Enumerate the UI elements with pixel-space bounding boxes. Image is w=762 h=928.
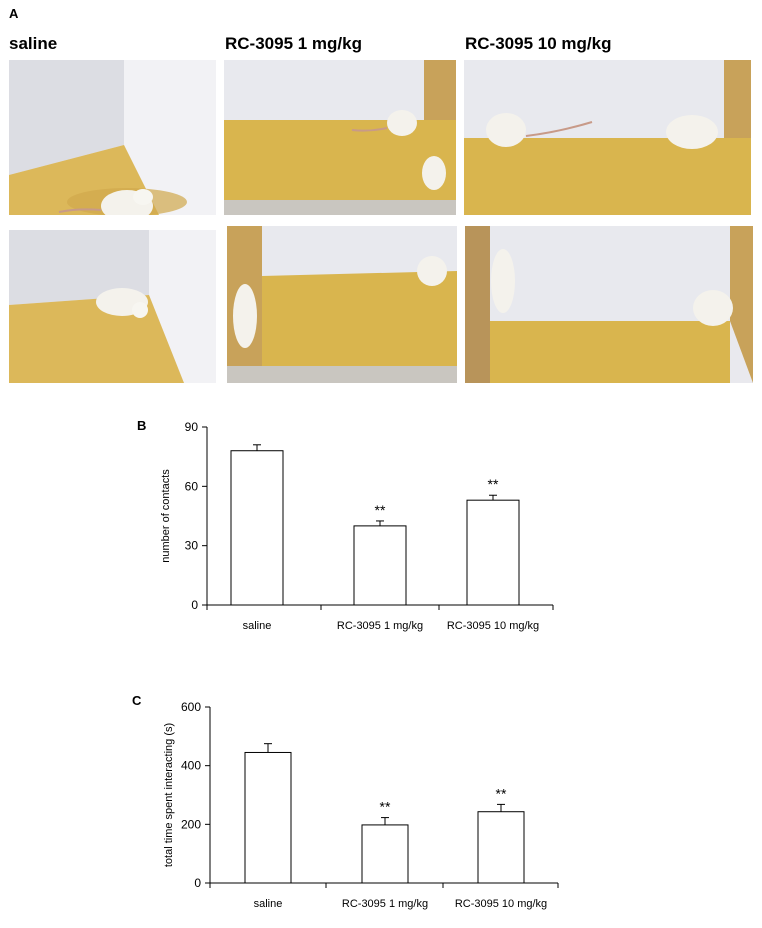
- chart-c-bar: [244, 751, 292, 884]
- photo-rc3095-1mg-1: [224, 60, 456, 215]
- group-label-saline: saline: [9, 34, 58, 53]
- chart-b-bar: [230, 450, 284, 606]
- chart-c-y-tick-label: 600: [181, 700, 201, 714]
- chart-b-category-label: RC-3095 1 mg/kg: [337, 620, 423, 632]
- photo-saline-1: [9, 60, 216, 215]
- chart-b-significance-label: **: [488, 476, 499, 492]
- chart-b-significance-label: **: [375, 502, 386, 518]
- panel-a-letter: A: [9, 6, 19, 21]
- photo-rc3095-10mg-2: [465, 226, 753, 383]
- chart-b-y-tick-label: 30: [185, 539, 199, 553]
- chart-b-bar: [466, 499, 520, 606]
- photo-saline-2: [9, 230, 216, 383]
- chart-b-y-tick-label: 60: [185, 479, 199, 493]
- chart-c-category-label: RC-3095 10 mg/kg: [455, 898, 547, 910]
- chart-c-category-label: RC-3095 1 mg/kg: [342, 898, 428, 910]
- chart-c: C 0 200 400 600 total time spent interacting…: [132, 693, 559, 910]
- chart-c-significance-label: **: [380, 799, 391, 815]
- chart-b-category-label: RC-3095 10 mg/kg: [447, 620, 539, 632]
- chart-c-y-tick-label: 400: [181, 759, 201, 773]
- chart-c-significance-label: **: [496, 785, 507, 801]
- photo-rc3095-10mg-1: [464, 60, 751, 215]
- group-label-rc3095-10: RC-3095 10 mg/kg: [465, 34, 612, 53]
- chart-c-bar: [361, 824, 409, 884]
- panel-c-letter: C: [132, 693, 142, 708]
- chart-c-y-tick-label: 200: [181, 817, 201, 831]
- chart-c-y-axis-label: total time spent interacting (s): [163, 723, 175, 867]
- chart-b-y-tick-label: 0: [191, 598, 198, 612]
- panel-b-letter: B: [137, 418, 146, 433]
- chart-c-y-tick-label: 0: [194, 876, 201, 890]
- chart-b: B 0 30 60 90 number of contacts saline ** RC-30…: [137, 418, 554, 632]
- chart-c-bar: [477, 811, 525, 884]
- group-label-rc3095-1: RC-3095 1 mg/kg: [225, 34, 362, 53]
- chart-b-y-axis-label: number of contacts: [160, 469, 172, 563]
- photo-rc3095-1mg-2: [227, 226, 457, 383]
- chart-b-y-tick-label: 90: [185, 420, 199, 434]
- chart-b-category-label: saline: [243, 620, 272, 632]
- chart-c-category-label: saline: [254, 898, 283, 910]
- chart-b-bar: [353, 525, 407, 606]
